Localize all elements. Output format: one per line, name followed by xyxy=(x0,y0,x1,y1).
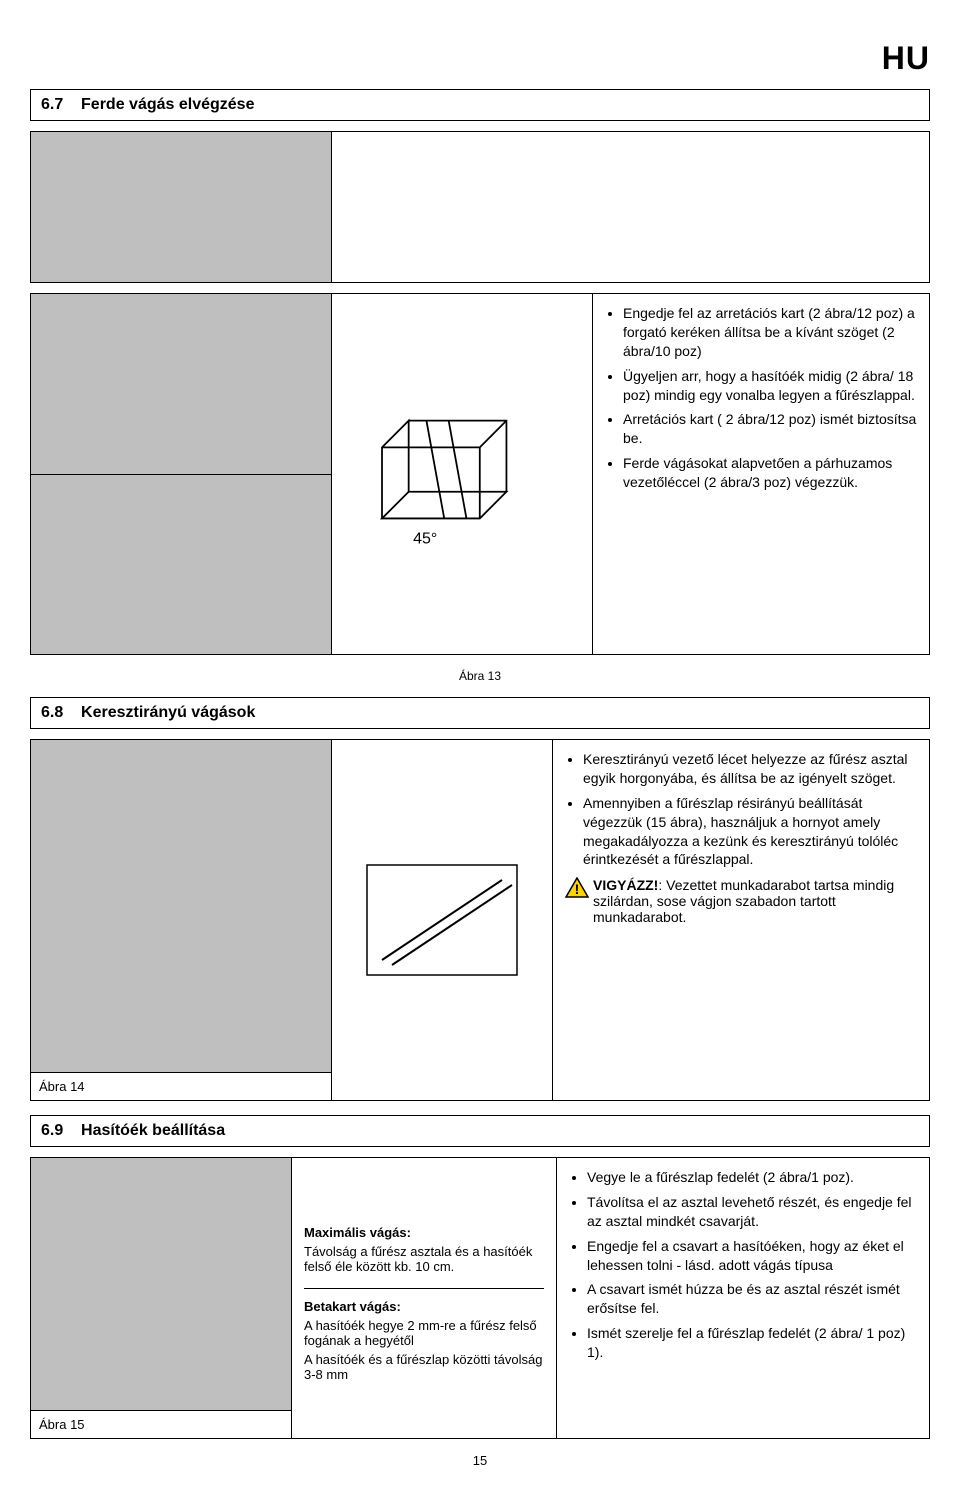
section-6-8-bullets: Keresztirányú vezető lécet helyezze az f… xyxy=(565,750,917,869)
covered-cut-body-1: A hasítóék hegye 2 mm-re a fűrész felső … xyxy=(304,1318,544,1348)
figure-15-label: Ábra 15 xyxy=(31,1410,291,1438)
bullet-item: A csavart ismét húzza be és az asztal ré… xyxy=(587,1280,917,1318)
section-6-8-number: 6.8 xyxy=(41,704,63,721)
figure-15-photo-placeholder xyxy=(31,1158,291,1410)
section-6-9-number: 6.9 xyxy=(41,1122,63,1139)
page-number: 15 xyxy=(30,1453,930,1468)
bullet-item: Vegye le a fűrészlap fedelét (2 ábra/1 p… xyxy=(587,1168,917,1187)
bullet-item: Amennyiben a fűrészlap résirányú beállít… xyxy=(583,794,917,870)
bullet-item: Keresztirányú vezető lécet helyezze az f… xyxy=(583,750,917,788)
figure-14-photo-placeholder xyxy=(31,740,331,1072)
section-6-9-bullets: Vegye le a fűrészlap fedelét (2 ábra/1 p… xyxy=(569,1168,917,1362)
svg-text:!: ! xyxy=(575,881,580,897)
figure-14-label: Ábra 14 xyxy=(31,1072,331,1100)
section-6-7-bullets: Engedje fel az arretációs kart (2 ábra/1… xyxy=(605,304,917,492)
warning-triangle-icon: ! xyxy=(565,877,589,898)
section-6-7-number: 6.7 xyxy=(41,96,63,113)
bullet-item: Ismét szerelje fel a fűrészlap fedelét (… xyxy=(587,1324,917,1362)
divider xyxy=(304,1288,544,1289)
section-6-9-content-row: Ábra 15 Maximális vágás: Távolság a fűré… xyxy=(30,1157,930,1439)
section-6-9-text: Hasítóék beállítása xyxy=(81,1122,225,1139)
section-6-8-title: 6.8 Keresztirányú vágások xyxy=(30,697,930,729)
crosscut-diagram-icon xyxy=(362,860,522,980)
section-6-9-title: 6.9 Hasítóék beállítása xyxy=(30,1115,930,1147)
covered-cut-title: Betakart vágás: xyxy=(304,1299,401,1314)
section-6-7-content-row: 45° Engedje fel az arretációs kart (2 áb… xyxy=(30,293,930,655)
svg-text:45°: 45° xyxy=(413,530,437,547)
covered-cut-body-2: A hasítóék és a fűrészlap közötti távols… xyxy=(304,1352,544,1382)
crosscut-diagram-cell xyxy=(332,740,553,1100)
bullet-item: Ügyeljen arr, hogy a hasítóék midig (2 á… xyxy=(623,367,917,405)
figure-13-label: Ábra 13 xyxy=(30,669,930,683)
max-cut-body: Távolság a fűrész asztala és a hasítóék … xyxy=(304,1244,544,1274)
section-6-8-content-row: Ábra 14 Keresztirányú vezető lécet helye… xyxy=(30,739,930,1101)
cut-parameters-cell: Maximális vágás: Távolság a fűrész aszta… xyxy=(292,1158,557,1438)
section-6-7-title: 6.7 Ferde vágás elvégzése xyxy=(30,89,930,121)
angle-45-diagram-icon: 45° xyxy=(362,394,562,554)
bullet-item: Engedje fel az arretációs kart (2 ábra/1… xyxy=(623,304,917,361)
max-cut-title: Maximális vágás: xyxy=(304,1225,411,1240)
angle-diagram-cell: 45° xyxy=(332,294,593,654)
warning-block: ! VIGYÁZZ!: Vezettet munkadarabot tartsa… xyxy=(565,877,917,925)
bullet-item: Ferde vágásokat alapvetően a párhuzamos … xyxy=(623,454,917,492)
language-mark: HU xyxy=(30,40,930,77)
bullet-item: Engedje fel a csavart a hasítóéken, hogy… xyxy=(587,1237,917,1275)
bullet-item: Arretációs kart ( 2 ábra/12 poz) ismét b… xyxy=(623,410,917,448)
warning-title: VIGYÁZZ! xyxy=(593,877,658,893)
section-6-7-text: Ferde vágás elvégzése xyxy=(81,96,254,113)
figure-13-top-photo-placeholder xyxy=(31,132,331,282)
figure-13-photo-bottom xyxy=(31,474,331,655)
bullet-item: Távolítsa el az asztal levehető részét, … xyxy=(587,1193,917,1231)
figure-13-photo-top xyxy=(31,294,331,474)
section-6-8-text: Keresztirányú vágások xyxy=(81,704,255,721)
figure-13-top-row xyxy=(30,131,930,283)
